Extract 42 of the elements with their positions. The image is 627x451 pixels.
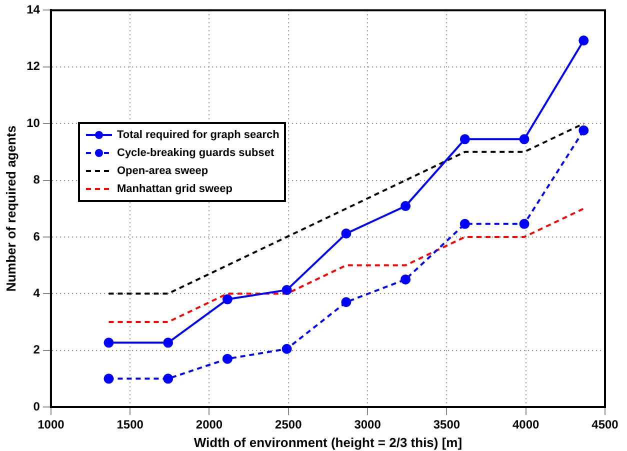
point bbox=[222, 354, 232, 364]
y-tick-label: 0 bbox=[33, 399, 40, 414]
point bbox=[104, 338, 114, 348]
x-tick-label: 2500 bbox=[275, 418, 302, 432]
y-tick-label: 12 bbox=[26, 59, 40, 74]
point bbox=[578, 125, 589, 136]
point bbox=[578, 36, 589, 46]
point bbox=[163, 374, 174, 384]
legend-label: Total required for graph search bbox=[117, 129, 280, 141]
x-tick-label: 3500 bbox=[433, 418, 460, 432]
line-series bbox=[108, 122, 585, 295]
point bbox=[341, 228, 352, 239]
x-tick-label: 2000 bbox=[196, 418, 223, 432]
x-tick-label: 1000 bbox=[38, 418, 65, 432]
y-tick-label: 6 bbox=[33, 229, 40, 244]
point bbox=[519, 218, 530, 229]
point bbox=[222, 294, 232, 304]
point bbox=[163, 338, 174, 348]
legend-label: Open-area sweep bbox=[117, 165, 208, 177]
legend-label: Manhattan grid sweep bbox=[117, 183, 233, 195]
point bbox=[460, 134, 470, 144]
x-tick-label: 4000 bbox=[512, 418, 540, 432]
point bbox=[400, 274, 411, 284]
legend-label: Cycle-breaking guards subset bbox=[117, 147, 274, 159]
y-tick-label: 10 bbox=[26, 116, 40, 130]
point bbox=[104, 374, 114, 384]
x-tick-label: 4500 bbox=[592, 418, 619, 432]
y-tick-label: 14 bbox=[26, 2, 40, 17]
point bbox=[341, 297, 352, 308]
y-tick-label: 4 bbox=[33, 286, 40, 300]
y-tick-label: 8 bbox=[33, 172, 40, 187]
y-tick-label: 2 bbox=[33, 342, 40, 357]
x-axis-title: Width of environment (height = 2/3 this) [m] bbox=[194, 434, 462, 450]
y-axis-title: Number of required agents bbox=[3, 126, 18, 292]
point bbox=[519, 134, 530, 144]
line-series bbox=[108, 208, 585, 323]
point bbox=[460, 218, 470, 229]
x-tick-label: 3000 bbox=[354, 418, 382, 432]
point bbox=[282, 344, 292, 354]
point bbox=[400, 201, 411, 212]
point bbox=[282, 284, 292, 295]
x-tick-label: 1500 bbox=[116, 418, 144, 432]
